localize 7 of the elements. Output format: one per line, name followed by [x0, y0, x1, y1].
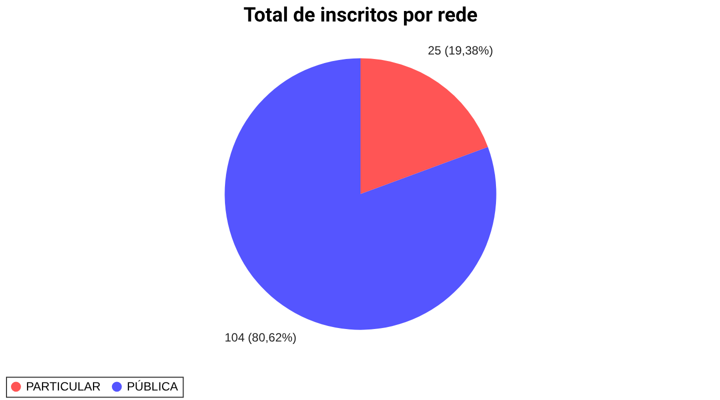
legend-label: PARTICULAR [26, 380, 102, 394]
data-label: 104 (80,62%) [224, 330, 296, 344]
legend-label: PÚBLICA [126, 380, 178, 394]
pie-slice [360, 58, 488, 194]
data-label: 25 (19,38%) [428, 44, 494, 58]
pie-slice [224, 58, 496, 330]
chart-title: Total de inscritos por rede [243, 2, 478, 26]
